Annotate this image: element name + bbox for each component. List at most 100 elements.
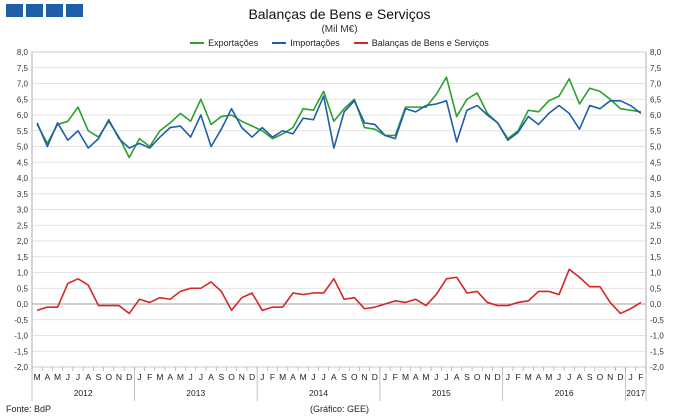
x-month-label: F <box>270 372 275 382</box>
legend-label-balance: Balanças de Bens e Serviços <box>371 38 489 48</box>
x-month-label: O <box>228 372 235 382</box>
y-tick-label-left: 1,0 <box>17 269 29 278</box>
chart-title: Balanças de Bens e Serviços <box>248 6 431 22</box>
x-month-label: A <box>454 372 460 382</box>
y-tick-label-right: -1,5 <box>650 347 664 356</box>
y-tick-label-left: 6,5 <box>17 95 29 104</box>
y-tick-label-left: 1,5 <box>17 253 29 262</box>
chart-legend: Exportações Importações Balanças de Bens… <box>0 38 679 48</box>
y-tick-label-left: 0,0 <box>17 300 29 309</box>
y-tick-label-right: 0,0 <box>650 300 662 309</box>
x-month-label: S <box>587 372 593 382</box>
year-label: 2012 <box>74 388 93 398</box>
credit-label: (Gráfico: GEE) <box>309 404 369 414</box>
x-month-label: J <box>260 372 264 382</box>
y-tick-label-left: 2,5 <box>17 221 29 230</box>
x-month-label: O <box>105 372 112 382</box>
y-tick-label-left: 4,5 <box>17 158 29 167</box>
logo-block <box>46 4 63 17</box>
x-month-label: D <box>617 372 623 382</box>
x-month-label: J <box>383 372 387 382</box>
y-tick-label-left: 7,0 <box>17 80 29 89</box>
legend-item-imports: Importações <box>272 38 340 48</box>
x-month-label: J <box>444 372 448 382</box>
x-month-label: D <box>126 372 132 382</box>
x-month-label: N <box>362 372 368 382</box>
x-month-label: M <box>54 372 61 382</box>
y-tick-label-left: 8,0 <box>17 48 29 57</box>
x-month-label: J <box>567 372 571 382</box>
y-tick-label-right: 2,5 <box>650 221 662 230</box>
x-month-label: M <box>525 372 532 382</box>
y-tick-label-left: 5,0 <box>17 143 29 152</box>
series-line-0 <box>36 76 642 159</box>
x-month-label: A <box>167 372 173 382</box>
x-month-label: M <box>422 372 429 382</box>
x-month-label: S <box>341 372 347 382</box>
y-tick-label-right: 2,0 <box>650 237 662 246</box>
legend-label-imports: Importações <box>290 38 340 48</box>
x-month-label: J <box>557 372 561 382</box>
x-month-label: O <box>597 372 604 382</box>
x-month-label: F <box>393 372 398 382</box>
y-tick-label-right: -0,5 <box>650 316 664 325</box>
y-tick-label-left: 5,5 <box>17 127 29 136</box>
year-label: 2013 <box>186 388 205 398</box>
x-month-label: A <box>536 372 542 382</box>
y-tick-label-left: 4,0 <box>17 174 29 183</box>
x-month-label: M <box>156 372 163 382</box>
x-month-label: N <box>239 372 245 382</box>
x-month-label: M <box>300 372 307 382</box>
logo-block <box>6 4 23 17</box>
x-month-label: S <box>218 372 224 382</box>
x-month-label: D <box>372 372 378 382</box>
x-month-label: J <box>66 372 70 382</box>
x-month-label: M <box>177 372 184 382</box>
year-label: 2014 <box>309 388 328 398</box>
x-month-label: O <box>351 372 358 382</box>
y-tick-label-left: 3,0 <box>17 206 29 215</box>
y-tick-label-right: 6,0 <box>650 111 662 120</box>
legend-item-exports: Exportações <box>190 38 258 48</box>
x-month-label: D <box>495 372 501 382</box>
x-month-label: M <box>279 372 286 382</box>
x-month-label: J <box>137 372 141 382</box>
x-month-label: F <box>147 372 152 382</box>
x-month-label: J <box>434 372 438 382</box>
x-month-label: M <box>34 372 41 382</box>
x-month-label: D <box>249 372 255 382</box>
x-month-label: J <box>322 372 326 382</box>
legend-label-exports: Exportações <box>208 38 259 48</box>
y-tick-label-left: 7,5 <box>17 64 29 73</box>
x-month-label: A <box>331 372 337 382</box>
y-tick-label-right: 5,0 <box>650 143 662 152</box>
x-month-label: J <box>311 372 315 382</box>
y-tick-label-right: 8,0 <box>650 48 662 57</box>
x-month-label: M <box>402 372 409 382</box>
legend-swatch-exports <box>190 42 205 44</box>
x-month-label: J <box>506 372 510 382</box>
header-logo-blocks <box>6 4 83 17</box>
y-tick-label-left: -0,5 <box>14 316 28 325</box>
y-tick-label-right: 7,5 <box>650 64 662 73</box>
y-tick-label-right: 6,5 <box>650 95 662 104</box>
x-month-label: A <box>290 372 296 382</box>
x-month-label: J <box>76 372 80 382</box>
x-month-label: N <box>116 372 122 382</box>
x-month-label: F <box>638 372 643 382</box>
x-month-label: J <box>199 372 203 382</box>
x-month-label: A <box>413 372 419 382</box>
x-month-label: A <box>208 372 214 382</box>
x-month-label: A <box>85 372 91 382</box>
y-tick-label-right: 3,5 <box>650 190 662 199</box>
y-tick-label-left: -1,5 <box>14 347 28 356</box>
x-month-label: A <box>45 372 51 382</box>
y-tick-label-right: 1,0 <box>650 269 662 278</box>
y-tick-label-right: 3,0 <box>650 206 662 215</box>
legend-swatch-balance <box>353 42 368 44</box>
y-tick-label-right: -1,0 <box>650 332 664 341</box>
x-month-label: J <box>188 372 192 382</box>
y-tick-label-left: -1,0 <box>14 332 28 341</box>
chart-subtitle: (Mil M€) <box>321 24 358 35</box>
